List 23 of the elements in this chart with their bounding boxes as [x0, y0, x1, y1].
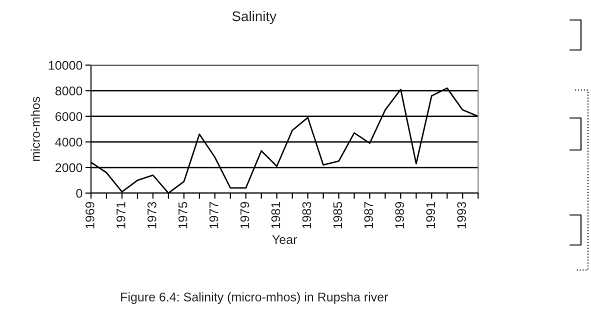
x-tick-label: 1979 — [240, 202, 250, 228]
x-tick-label: 1981 — [271, 202, 280, 228]
x-tick-label: 1977 — [209, 202, 218, 228]
y-axis-title: micro-mhos — [30, 96, 40, 161]
x-tick-label: 1985 — [333, 202, 342, 228]
y-tick-label: 8000 — [55, 86, 82, 96]
x-tick-label: 1969 — [86, 202, 94, 228]
x-tick-label: 1991 — [426, 202, 436, 228]
x-tick-label: 1993 — [457, 202, 466, 228]
x-tick-label: 1975 — [178, 202, 188, 228]
chart-title: Salinity — [232, 10, 276, 24]
y-tick-label: 6000 — [56, 112, 82, 121]
x-axis-title: Year — [272, 235, 297, 244]
x-tick-label: 1987 — [364, 202, 374, 228]
y-tick-label: 4000 — [55, 138, 82, 147]
caption: Figure 6.4: Salinity (micro-mhos) in Rupsha river — [121, 292, 388, 304]
x-tick-label: 1983 — [302, 202, 312, 228]
x-tick-label: 1989 — [395, 202, 404, 228]
x-tick-label: 1971 — [116, 202, 126, 228]
y-tick-label: 0 — [76, 188, 82, 198]
y-tick-label: 10000 — [48, 60, 82, 70]
y-tick-label: 2000 — [56, 163, 82, 172]
x-tick-label: 1973 — [147, 202, 156, 228]
